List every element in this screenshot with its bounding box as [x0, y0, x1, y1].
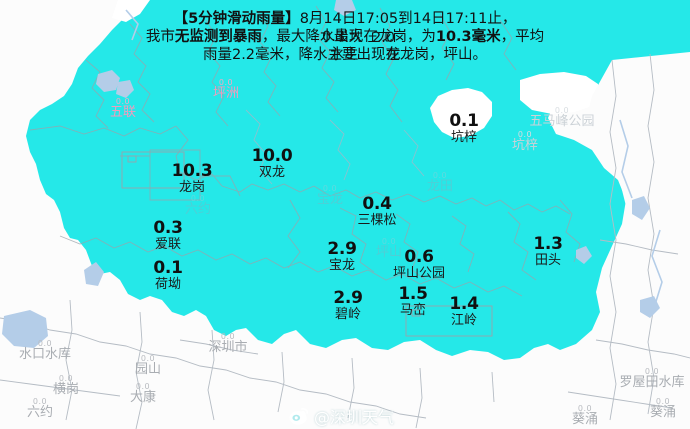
no-data-patch-kengzi	[430, 88, 492, 138]
station-rainfall-value: 1.3	[533, 234, 563, 254]
station-name: 坪山公园	[392, 266, 446, 282]
station-label: 1.3 田头	[533, 234, 563, 269]
no-data-patch-northwest	[112, 0, 150, 22]
station-rainfall-value: 0.6	[404, 247, 434, 267]
station-rainfall-value: 10.3	[171, 161, 213, 181]
station-name: 龙岗	[178, 180, 205, 196]
station-rainfall-value: 0.1	[449, 111, 479, 131]
station-name: 双龙	[258, 165, 285, 181]
station-label: 0.1 坑梓	[449, 111, 479, 146]
station-name: 碧岭	[334, 307, 361, 323]
station-label: 0.1 荷坳	[153, 258, 183, 293]
station-rainfall-value: 2.9	[327, 239, 357, 259]
station-label: 0.3 爱联	[153, 218, 183, 253]
station-label: 2.9 宝龙	[327, 239, 357, 274]
station-rainfall-value: 0.4	[362, 194, 392, 214]
station-name: 宝龙	[328, 258, 355, 274]
station-label: 0.4 三棵松	[357, 194, 397, 229]
land-wedge-east	[556, 52, 690, 429]
station-rainfall-value: 0.3	[153, 218, 183, 238]
station-name: 爱联	[154, 237, 181, 253]
station-name: 坑梓	[450, 130, 477, 146]
station-rainfall-value: 1.4	[449, 294, 479, 314]
station-name: 荷坳	[154, 277, 181, 293]
station-label: 10.3 龙岗	[171, 161, 213, 196]
station-name: 三棵松	[357, 213, 397, 229]
station-name: 江岭	[450, 313, 477, 329]
station-label: 2.9 碧岭	[333, 288, 363, 323]
station-label: 10.0 双龙	[251, 146, 293, 181]
station-rainfall-value: 2.9	[333, 288, 363, 308]
station-rainfall-value: 10.0	[251, 146, 293, 166]
no-data-patch-wumafeng	[520, 72, 600, 114]
station-rainfall-value: 1.5	[398, 284, 428, 304]
station-label: 0.6 坪山公园	[392, 247, 446, 282]
station-label: 1.4 江岭	[449, 294, 479, 329]
station-rainfall-value: 0.1	[153, 258, 183, 278]
station-name: 马峦	[399, 303, 426, 319]
station-label: 1.5 马峦	[398, 284, 428, 319]
station-name: 田头	[534, 253, 561, 269]
